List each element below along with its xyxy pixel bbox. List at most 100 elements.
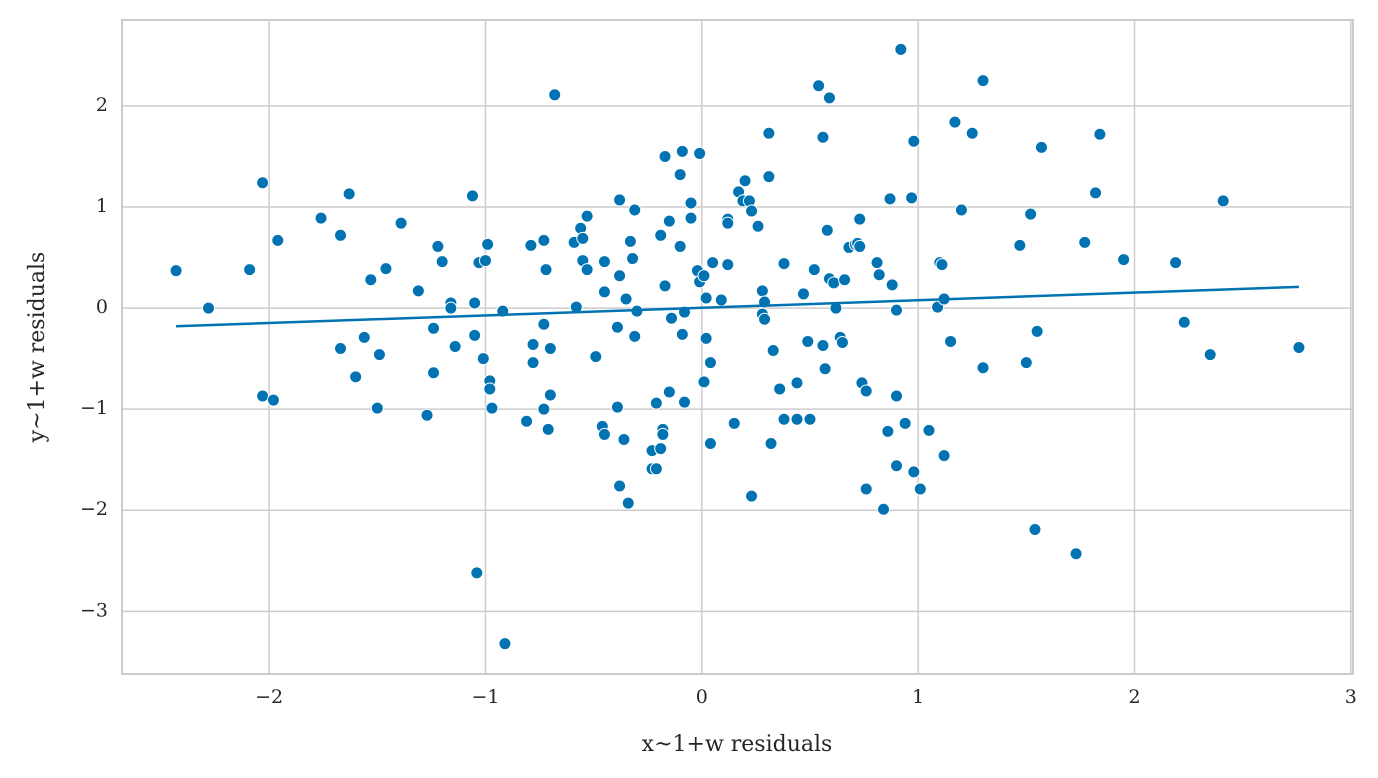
y-tick-label: 1 [96, 195, 108, 217]
point [827, 276, 841, 290]
point [485, 401, 499, 415]
point [597, 255, 611, 269]
point [818, 362, 832, 376]
point [693, 146, 707, 160]
point [478, 254, 492, 268]
point [965, 126, 979, 140]
y-tick-label: −1 [80, 397, 108, 419]
point [1024, 207, 1038, 221]
point [812, 79, 826, 93]
point [673, 168, 687, 182]
point [520, 414, 534, 428]
point [411, 284, 425, 298]
point [334, 228, 348, 242]
point [394, 216, 408, 230]
x-tick-label: −2 [255, 686, 283, 708]
point [537, 317, 551, 331]
point [1203, 348, 1217, 362]
point [721, 216, 735, 230]
point [954, 203, 968, 217]
point [838, 273, 852, 287]
point [937, 449, 951, 463]
point [859, 384, 873, 398]
point [1013, 238, 1027, 252]
point [703, 356, 717, 370]
y-tick-label: −2 [80, 498, 108, 520]
point [539, 263, 553, 277]
point [537, 402, 551, 416]
point [853, 239, 867, 253]
point [1089, 186, 1103, 200]
point [314, 211, 328, 225]
point [890, 389, 904, 403]
point [777, 257, 791, 271]
point [379, 262, 393, 276]
point [256, 389, 270, 403]
point [597, 285, 611, 299]
point [498, 637, 512, 651]
point [470, 566, 484, 580]
point [758, 312, 772, 326]
point [948, 115, 962, 129]
point [481, 237, 495, 251]
point [597, 427, 611, 441]
point [762, 126, 776, 140]
point [658, 279, 672, 293]
point [703, 437, 717, 451]
point [334, 342, 348, 356]
point [907, 134, 921, 148]
point [699, 331, 713, 345]
point [483, 382, 497, 396]
point [537, 233, 551, 247]
point [364, 273, 378, 287]
point [738, 174, 752, 188]
point [427, 321, 441, 335]
fit-line [176, 285, 1299, 328]
point [944, 334, 958, 348]
point [1292, 341, 1306, 355]
point [745, 204, 759, 218]
point [420, 408, 434, 422]
point [543, 388, 557, 402]
point [762, 170, 776, 184]
point [662, 385, 676, 399]
point [628, 329, 642, 343]
point [976, 74, 990, 88]
point [816, 130, 830, 144]
point [465, 189, 479, 203]
y-tick-label: 0 [96, 296, 108, 318]
point [675, 144, 689, 158]
point [543, 342, 557, 356]
point [773, 382, 787, 396]
point [721, 258, 735, 272]
point [476, 352, 490, 366]
point [526, 356, 540, 370]
point [907, 465, 921, 479]
point [623, 234, 637, 248]
point [1216, 194, 1230, 208]
point [935, 258, 949, 272]
point [796, 287, 810, 301]
point [816, 338, 830, 352]
point [898, 416, 912, 430]
point [835, 335, 849, 349]
point [266, 393, 280, 407]
point [658, 149, 672, 163]
point [617, 432, 631, 446]
point [777, 412, 791, 426]
point [1028, 522, 1042, 536]
point [548, 88, 562, 102]
x-axis-label: x~1+w residuals [642, 732, 833, 757]
point [883, 192, 897, 206]
point [665, 311, 679, 325]
point [357, 330, 371, 344]
point [766, 344, 780, 358]
point [697, 375, 711, 389]
point [621, 496, 635, 510]
point [580, 209, 594, 223]
point [610, 320, 624, 334]
point [755, 284, 769, 298]
point [202, 301, 216, 315]
point [822, 91, 836, 105]
point [1078, 235, 1092, 249]
